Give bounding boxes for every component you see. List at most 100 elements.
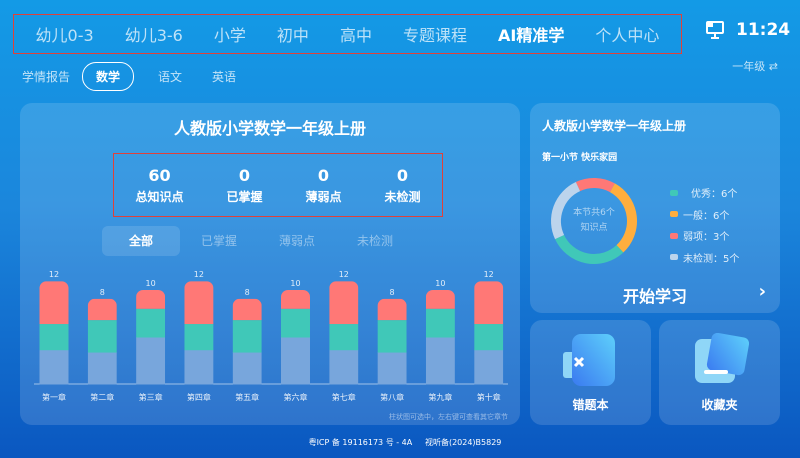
favorites-icon bbox=[695, 333, 749, 383]
nav-item[interactable]: 个人中心 bbox=[595, 26, 660, 45]
bar-segment bbox=[281, 290, 310, 309]
footer: 粤ICP 备 19116173 号 - 4A 视听备(2024)B5829 bbox=[0, 437, 800, 448]
legend-item: 弱项：3个 bbox=[670, 225, 739, 247]
category-label: 第七章 bbox=[332, 392, 356, 402]
bar-total-label: 10 bbox=[435, 279, 445, 288]
category-label: 第十章 bbox=[477, 392, 501, 402]
subject-tab[interactable]: 语文 bbox=[158, 70, 183, 84]
bar-total-label: 8 bbox=[245, 288, 250, 297]
bar-total-label: 12 bbox=[194, 270, 204, 279]
bar-segment bbox=[425, 337, 455, 385]
legend-label: 弱项：3个 bbox=[683, 232, 730, 244]
category-label: 第九章 bbox=[428, 392, 452, 402]
bar-第七章[interactable] bbox=[329, 281, 359, 385]
filter-tab-active[interactable]: 全部 bbox=[102, 226, 180, 256]
legend-swatch bbox=[670, 211, 678, 218]
category-label: 第三章 bbox=[139, 392, 163, 402]
monitor-icon[interactable] bbox=[706, 20, 724, 40]
bar-第八章[interactable] bbox=[377, 298, 407, 385]
donut-slice bbox=[609, 183, 637, 253]
donut-slice bbox=[551, 182, 581, 240]
section-subtitle: 第一小节 快乐家园 bbox=[542, 153, 618, 163]
bar-segment bbox=[39, 324, 69, 351]
category-label: 第二章 bbox=[90, 392, 114, 402]
filter-tab[interactable]: 薄弱点 bbox=[278, 234, 315, 248]
donut-slice bbox=[555, 234, 624, 264]
legend-label: 一般：6个 bbox=[683, 210, 730, 222]
section-card: 人教版小学数学一年级上册 第一小节 快乐家园 本节共6个 知识点 优秀：6个 一… bbox=[530, 103, 780, 313]
bar-第二章[interactable] bbox=[87, 298, 117, 385]
donut-slice bbox=[575, 178, 615, 193]
bar-total-label: 10 bbox=[290, 279, 300, 288]
license-text: 视听备(2024)B5829 bbox=[424, 438, 502, 447]
bar-total-label: 8 bbox=[100, 288, 105, 297]
bar-segment bbox=[87, 298, 117, 321]
stat-label: 总知识点 bbox=[135, 189, 184, 204]
status-area: 11:24 bbox=[706, 20, 790, 40]
nav-item[interactable]: 初中 bbox=[276, 26, 309, 45]
nav-item[interactable]: 高中 bbox=[339, 26, 372, 45]
bar-第十章[interactable] bbox=[474, 281, 504, 385]
legend-label: 未检测：5个 bbox=[683, 253, 740, 265]
favorites-card[interactable]: 收藏夹 bbox=[659, 320, 780, 425]
bar-segment bbox=[136, 337, 166, 385]
wrong-book-card[interactable]: 错题本 bbox=[530, 320, 651, 425]
bar-total-label: 8 bbox=[390, 288, 395, 297]
bar-segment bbox=[377, 320, 407, 353]
donut-center-line: 知识点 bbox=[580, 223, 608, 233]
filter-tab[interactable]: 未检测 bbox=[356, 234, 393, 248]
bar-segment bbox=[184, 349, 214, 385]
card-label: 收藏夹 bbox=[701, 398, 738, 412]
bar-第四章[interactable] bbox=[184, 281, 214, 385]
stat-value: 0 bbox=[317, 165, 330, 185]
donut-center-text: 本节共6个 知识点 bbox=[546, 206, 642, 236]
subject-tab[interactable]: 英语 bbox=[212, 70, 237, 84]
bar-segment bbox=[329, 281, 359, 325]
bar-segment bbox=[425, 290, 455, 309]
stats-box: 60 总知识点 0 已掌握 0 薄弱点 0 未检测 bbox=[113, 153, 443, 217]
bar-segment bbox=[87, 320, 117, 353]
bar-第一章[interactable] bbox=[39, 281, 69, 385]
bar-segment bbox=[136, 290, 166, 309]
grade-switch[interactable]: 一年级 ⇄ bbox=[732, 60, 778, 73]
bar-segment bbox=[136, 308, 166, 338]
section-donut bbox=[551, 178, 637, 264]
nav-item[interactable]: 幼儿3-6 bbox=[124, 26, 183, 45]
stat-value: 0 bbox=[238, 165, 251, 185]
bar-total-label: 10 bbox=[146, 279, 156, 288]
stat: 0 已掌握 bbox=[226, 166, 262, 205]
bar-segment bbox=[184, 324, 214, 351]
wrong-book-icon bbox=[563, 334, 615, 386]
report-panel: 人教版小学数学一年级上册 60 总知识点 0 已掌握 0 薄弱点 0 未检测 全部 已掌… bbox=[20, 103, 520, 425]
subject-nav: 学情报告 数学 语文 英语 bbox=[22, 62, 266, 91]
donut-center-line: 本节共6个 bbox=[573, 208, 615, 218]
bar-第五章[interactable] bbox=[232, 298, 262, 385]
nav-item[interactable]: 专题课程 bbox=[403, 26, 468, 45]
report-title: 人教版小学数学一年级上册 bbox=[173, 119, 366, 138]
nav-item-active[interactable]: AI精准学 bbox=[498, 26, 565, 45]
legend-item: 一般：6个 bbox=[670, 204, 739, 226]
bar-segment bbox=[39, 281, 69, 325]
bar-第九章[interactable] bbox=[425, 290, 455, 385]
legend-label: 优秀：6个 bbox=[691, 189, 738, 201]
filter-tab[interactable]: 已掌握 bbox=[200, 234, 237, 248]
chevron-right-icon[interactable]: › bbox=[758, 281, 766, 302]
bar-total-label: 12 bbox=[49, 270, 59, 279]
subject-tab-active[interactable]: 数学 bbox=[82, 62, 135, 91]
filter-tabs: 全部 已掌握 薄弱点 未检测 bbox=[102, 226, 414, 256]
legend-item: 优秀：6个 bbox=[670, 182, 739, 204]
legend-swatch bbox=[670, 232, 678, 239]
clock-time: 11:24 bbox=[736, 20, 791, 40]
nav-item[interactable]: 小学 bbox=[213, 26, 246, 45]
bar-第三章[interactable] bbox=[136, 290, 166, 385]
nav-item[interactable]: 幼儿0-3 bbox=[35, 26, 94, 45]
bar-segment bbox=[377, 352, 407, 385]
start-learning-button[interactable]: 开始学习 bbox=[622, 287, 687, 306]
category-label: 第六章 bbox=[284, 392, 308, 402]
category-label: 第八章 bbox=[380, 392, 404, 402]
bar-segment bbox=[329, 349, 359, 385]
bar-segment bbox=[474, 324, 504, 351]
section-book-title: 人教版小学数学一年级上册 bbox=[542, 119, 687, 133]
bar-第六章[interactable] bbox=[281, 290, 310, 385]
chapter-bar-chart[interactable]: 12 第一章 8 第二章 10 第三章 12 第四章 8 第五章 10 第六章 12 第七章 8 第八章 10 第… bbox=[20, 263, 520, 408]
